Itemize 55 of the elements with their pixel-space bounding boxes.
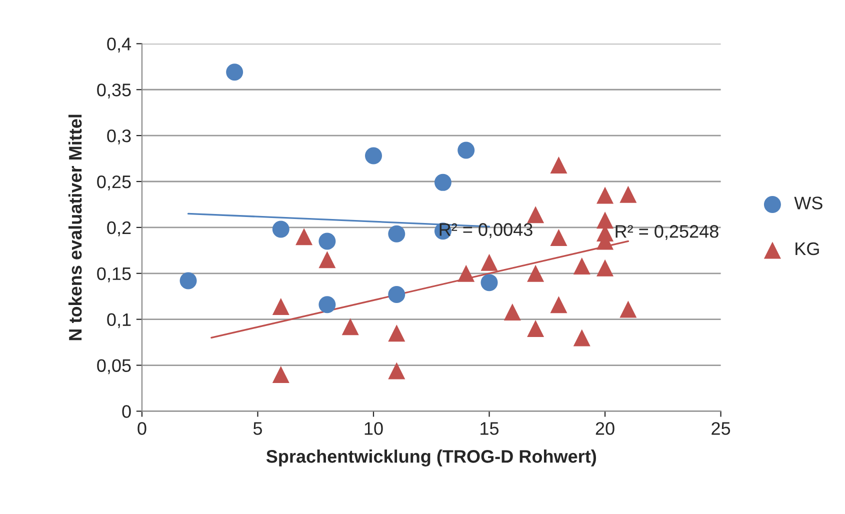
y-tick-label: 0,1 bbox=[107, 313, 131, 328]
point bbox=[550, 296, 568, 314]
x-tick-label: 20 bbox=[596, 422, 614, 435]
point bbox=[480, 274, 498, 292]
point bbox=[318, 296, 336, 314]
point bbox=[180, 272, 197, 290]
point bbox=[388, 286, 406, 304]
point bbox=[388, 225, 406, 242]
point bbox=[226, 64, 244, 81]
point bbox=[620, 300, 637, 318]
point bbox=[550, 229, 568, 246]
point bbox=[527, 264, 544, 282]
point bbox=[480, 254, 498, 271]
point bbox=[388, 362, 406, 380]
point bbox=[573, 258, 590, 275]
point bbox=[596, 186, 614, 204]
y-axis-title: N tokens evaluativer Mittel bbox=[68, 114, 82, 340]
annotation: R² = 0,25248 bbox=[616, 225, 718, 240]
x-tick-label: 10 bbox=[364, 422, 383, 435]
x-tick-label: 0 bbox=[138, 422, 146, 435]
legend-label: KG bbox=[796, 242, 819, 256]
point bbox=[364, 147, 382, 164]
point bbox=[388, 324, 406, 342]
point bbox=[550, 156, 568, 174]
x-axis-title: Sprachentwicklung (TROG-D Rohwert) bbox=[266, 450, 596, 466]
x-tick-label: 25 bbox=[712, 422, 730, 435]
y-tick-label: 0,25 bbox=[97, 175, 131, 190]
point bbox=[318, 251, 336, 268]
y-tick-label: 0,05 bbox=[97, 359, 131, 374]
y-tick-label: 0 bbox=[122, 405, 131, 418]
x-tick-label: 15 bbox=[480, 422, 499, 435]
y-tick-label: 0,2 bbox=[107, 221, 131, 236]
annotation: R² = 0,0043 bbox=[440, 223, 532, 238]
point bbox=[272, 366, 290, 383]
point bbox=[504, 303, 521, 320]
point bbox=[318, 232, 336, 250]
point bbox=[596, 212, 614, 229]
point bbox=[272, 220, 290, 238]
point bbox=[527, 206, 544, 224]
point bbox=[620, 186, 637, 203]
point bbox=[596, 259, 614, 276]
y-tick-label: 0,35 bbox=[97, 84, 131, 98]
point bbox=[573, 329, 590, 346]
x-tick-label: 5 bbox=[253, 422, 262, 435]
point bbox=[458, 264, 475, 282]
y-tick-label: 0,4 bbox=[107, 38, 132, 53]
point bbox=[434, 174, 452, 191]
point bbox=[272, 298, 290, 315]
point bbox=[342, 318, 359, 336]
point bbox=[527, 320, 544, 338]
y-tick-label: 0,3 bbox=[107, 130, 131, 144]
y-tick-label: 0,15 bbox=[97, 267, 131, 282]
point bbox=[296, 228, 313, 246]
legend-label: WS bbox=[794, 196, 822, 210]
point bbox=[458, 142, 475, 159]
